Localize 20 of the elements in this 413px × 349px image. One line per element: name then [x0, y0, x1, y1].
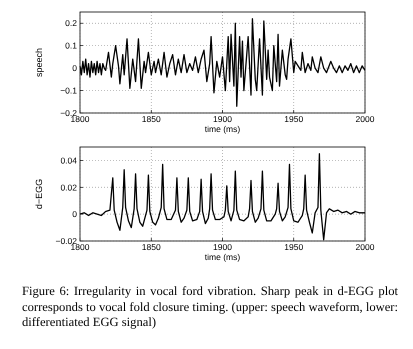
y-tick-label: 0: [72, 209, 78, 220]
x-axis-title: time (ms): [204, 124, 240, 134]
y-tick-label: 0: [72, 63, 78, 74]
y-tick-label: −0.1: [60, 86, 78, 96]
y-tick-label: 0.1: [65, 40, 78, 51]
x-tick-label: 1850: [142, 242, 161, 252]
x-tick-label: 1950: [284, 114, 304, 124]
x-tick-label: 1900: [213, 114, 232, 124]
y-axis-title: speech: [34, 48, 44, 78]
y-axis-title: d−EGG: [34, 178, 44, 210]
caption: Figure 6: Irregularity in vocal ford vibration. Sharp peak in d-EGG plot corresponds to vocal fold closure timing. (upper: speech waveform, lower: differentiated EGG signal): [22, 284, 398, 330]
x-axis-title: time (ms): [204, 252, 240, 262]
y-tick-label: 0.2: [65, 18, 78, 28]
x-tick-label: 2000: [356, 242, 375, 252]
y-tick-label: 0.02: [60, 182, 78, 192]
x-tick-label: 2000: [356, 114, 375, 124]
x-tick-label: 1950: [284, 242, 304, 252]
x-tick-label: 1850: [142, 114, 161, 124]
x-tick-label: 1900: [213, 242, 232, 252]
y-tick-label: 0.04: [60, 155, 78, 166]
